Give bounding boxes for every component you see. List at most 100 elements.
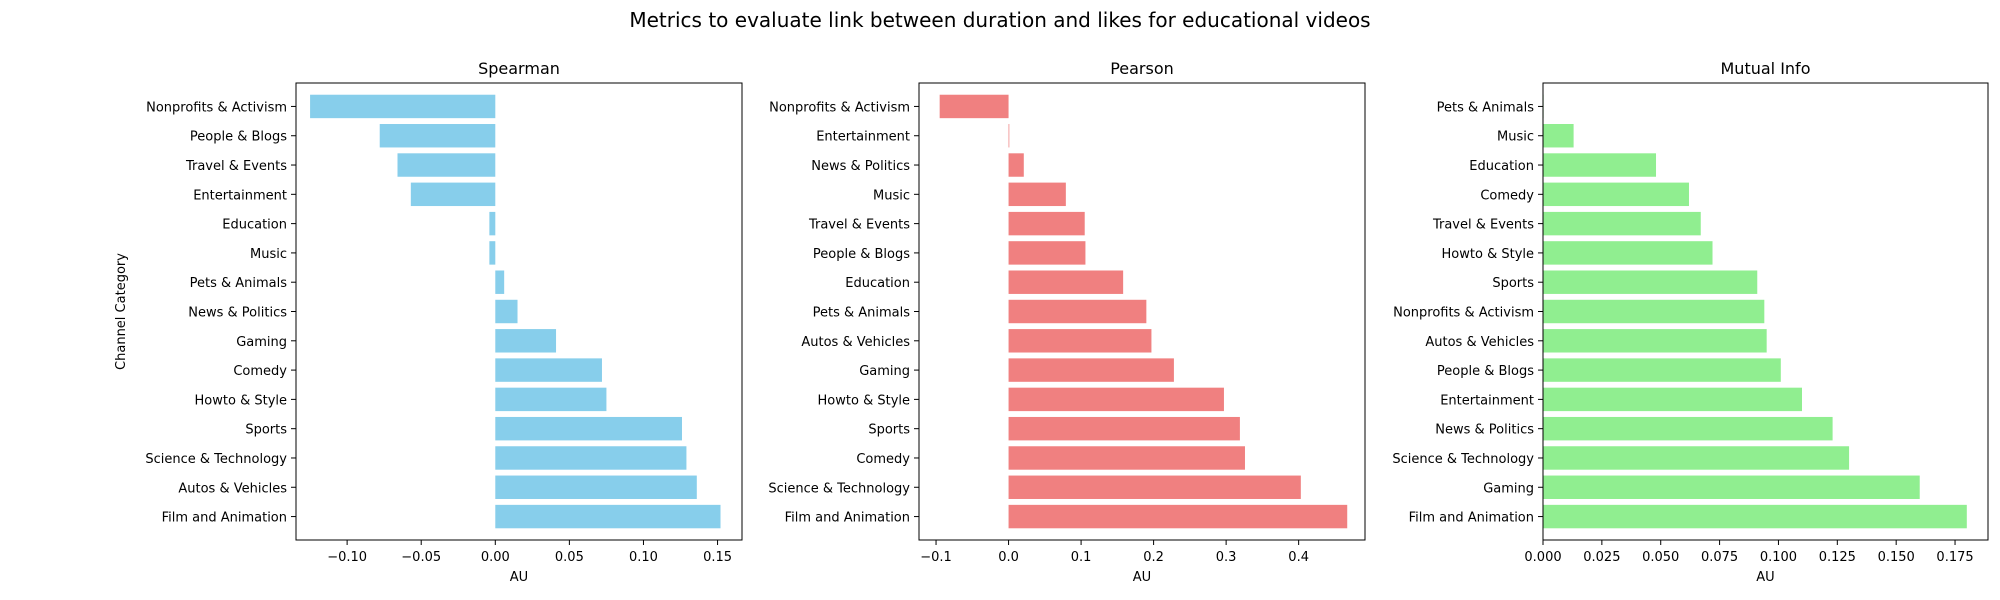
pearson-bar-sports: [1008, 416, 1240, 441]
mutual-info-xtick-label: 0.050: [1642, 550, 1679, 565]
mutual-info-ytick-label: Education: [1469, 159, 1534, 174]
mutual-info-bar-travel-and-events: [1543, 211, 1701, 236]
pearson-ytick-label: Gaming: [859, 364, 910, 379]
spearman-bar-nonprofits-and-activism: [310, 94, 496, 119]
pearson-xtick-label: 0.1: [1071, 550, 1092, 565]
mutual-info-bar-sports: [1543, 270, 1758, 294]
mutual-info-ytick-label: Sports: [1492, 276, 1534, 291]
pearson-title: Pearson: [1110, 59, 1174, 78]
pearson-ytick-label: Comedy: [856, 452, 910, 467]
pearson-xtick-label: 0.2: [1143, 550, 1164, 565]
mutual-info-ytick-label: News & Politics: [1435, 423, 1534, 438]
spearman-ylabel: Channel Category: [114, 253, 129, 370]
spearman-xtick-label: −0.10: [327, 550, 367, 565]
pearson-ytick-label: Autos & Vehicles: [801, 335, 910, 350]
spearman-xtick-label: −0.05: [401, 550, 441, 565]
spearman-ytick-label: Education: [222, 218, 287, 233]
mutual-info-xtick-label: 0.075: [1701, 550, 1738, 565]
mutual-info-ytick-label: People & Blogs: [1437, 364, 1534, 379]
spearman-bar-music: [489, 241, 496, 265]
mutual-info-ytick-label: Autos & Vehicles: [1425, 335, 1534, 350]
pearson-ytick-label: People & Blogs: [813, 247, 910, 262]
pearson-ytick-label: Nonprofits & Activism: [769, 100, 910, 115]
spearman-ytick-label: Entertainment: [193, 188, 287, 203]
pearson-bar-news-and-politics: [1008, 153, 1024, 177]
spearman-ytick-label: Comedy: [233, 364, 287, 379]
mutual-info-bar-gaming: [1543, 475, 1920, 499]
spearman-bar-gaming: [495, 329, 557, 353]
mutual-info-bar-film-and-animation: [1543, 504, 1967, 529]
mutual-info-panel: Pets & Animals Music Education Comedy Travel…: [1392, 59, 1989, 585]
spearman-bar-pets-and-animals: [495, 270, 505, 294]
spearman-bar-travel-and-events: [397, 153, 496, 177]
spearman-axes-frame: [295, 82, 743, 541]
pearson-xlabel: AU: [1133, 570, 1151, 585]
pearson-bar-comedy: [1008, 446, 1245, 470]
pearson-ytick-label: News & Politics: [811, 159, 910, 174]
pearson-bar-entertainment: [1008, 124, 1010, 148]
pearson-axes-frame: [918, 82, 1366, 541]
pearson-ytick-label: Howto & Style: [818, 393, 910, 408]
pearson-ytick-label: Science & Technology: [768, 481, 910, 496]
pearson-bar-pets-and-animals: [1008, 299, 1147, 324]
mutual-info-axes-frame: [1542, 82, 1989, 541]
mutual-info-bar-music: [1543, 124, 1574, 148]
mutual-info-ytick-label: Howto & Style: [1442, 247, 1534, 262]
pearson-bar-music: [1008, 182, 1066, 207]
pearson-bar-nonprofits-and-activism: [939, 94, 1009, 119]
spearman-ytick-label: Sports: [245, 423, 287, 438]
mutual-info-bar-science-and-technology: [1543, 446, 1850, 470]
pearson-bar-gaming: [1008, 358, 1174, 382]
mutual-info-ytick-label: Nonprofits & Activism: [1393, 306, 1534, 321]
pearson-bar-science-and-technology: [1008, 475, 1301, 499]
spearman-ytick-label: Pets & Animals: [190, 276, 288, 291]
spearman-bar-autos-and-vehicles: [495, 475, 697, 499]
spearman-xtick-label: 0.00: [481, 550, 510, 565]
pearson-ytick-label: Pets & Animals: [813, 306, 911, 321]
mutual-info-xtick-label: 0.025: [1583, 550, 1620, 565]
spearman-panel: Nonprofits & Activism People & Blogs Trave…: [114, 59, 743, 585]
mutual-info-ytick-label: Comedy: [1480, 188, 1534, 203]
spearman-ytick-label: Howto & Style: [195, 393, 287, 408]
pearson-bar-howto-and-style: [1008, 387, 1224, 412]
spearman-xlabel: AU: [510, 570, 528, 585]
pearson-ytick-label: Film and Animation: [785, 511, 910, 526]
spearman-ytick-label: Music: [250, 247, 287, 262]
spearman-xtick-label: 0.05: [555, 550, 584, 565]
pearson-ytick-label: Music: [873, 188, 910, 203]
mutual-info-xtick-label: 0.150: [1878, 550, 1915, 565]
spearman-bar-sports: [495, 416, 682, 441]
spearman-bar-film-and-animation: [495, 504, 721, 529]
mutual-info-bar-entertainment: [1543, 387, 1802, 412]
pearson-ytick-label: Education: [845, 276, 910, 291]
spearman-ytick-label: Film and Animation: [162, 511, 287, 526]
mutual-info-ytick-label: Gaming: [1483, 481, 1534, 496]
mutual-info-bar-nonprofits-and-activism: [1543, 299, 1765, 324]
mutual-info-ytick-label: Travel & Events: [1432, 218, 1534, 233]
mutual-info-bar-education: [1543, 153, 1657, 177]
pearson-ytick-label: Sports: [868, 423, 910, 438]
mutual-info-bar-howto-and-style: [1543, 241, 1713, 265]
spearman-title: Spearman: [478, 59, 560, 78]
pearson-bar-travel-and-events: [1008, 211, 1085, 236]
mutual-info-ytick-label: Pets & Animals: [1437, 100, 1535, 115]
mutual-info-xtick-label: 0.100: [1760, 550, 1797, 565]
pearson-bar-autos-and-vehicles: [1008, 329, 1152, 353]
pearson-bar-education: [1008, 270, 1124, 294]
pearson-panel: Nonprofits & Activism Entertainment News &…: [768, 59, 1366, 585]
pearson-xtick-label: 0.3: [1216, 550, 1237, 565]
spearman-ytick-label: People & Blogs: [190, 130, 287, 145]
spearman-bar-science-and-technology: [495, 446, 687, 470]
mutual-info-xlabel: AU: [1756, 570, 1774, 585]
mutual-info-bar-news-and-politics: [1543, 416, 1833, 441]
spearman-ytick-label: Science & Technology: [145, 452, 287, 467]
mutual-info-bar-people-and-blogs: [1543, 358, 1781, 382]
spearman-bar-people-and-blogs: [379, 124, 496, 148]
spearman-ytick-label: Autos & Vehicles: [178, 481, 287, 496]
pearson-xtick-label: 0.4: [1288, 550, 1309, 565]
mutual-info-ytick-label: Entertainment: [1440, 393, 1534, 408]
pearson-ytick-label: Travel & Events: [808, 218, 910, 233]
mutual-info-xtick-label: 0.125: [1819, 550, 1856, 565]
pearson-ytick-label: Entertainment: [816, 130, 910, 145]
